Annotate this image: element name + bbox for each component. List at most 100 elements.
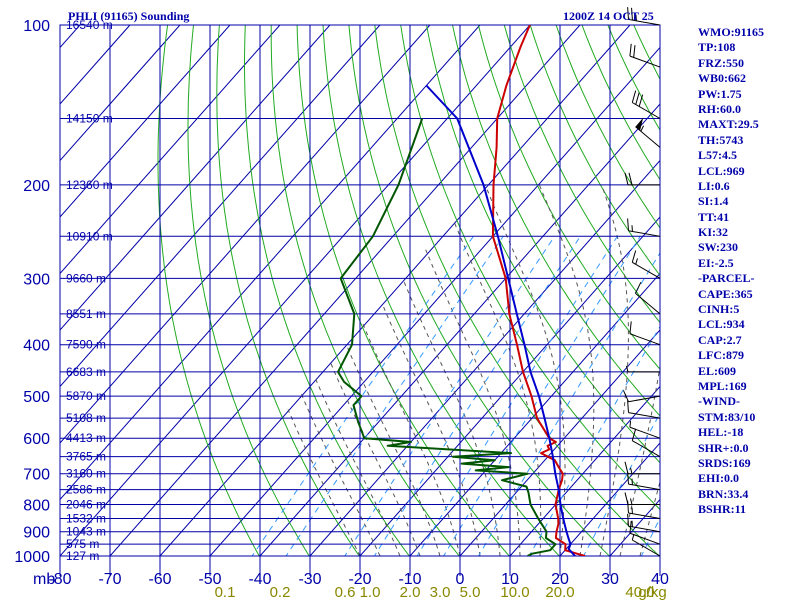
index-line: SRDS:169 — [698, 455, 751, 470]
dry-adiabat-line — [216, 25, 360, 556]
mixing-ratio-line — [285, 236, 504, 556]
index-line: CINH:5 — [698, 302, 740, 317]
temperature-tick-label: -70 — [98, 571, 121, 588]
barb-full — [627, 7, 629, 20]
barb-full — [631, 428, 637, 441]
moist-adiabat-line — [329, 361, 421, 556]
index-line: TT:41 — [698, 209, 730, 224]
mixing-ratio-label: 0.2 — [270, 584, 291, 600]
pressure-tick-label: 300 — [23, 271, 50, 288]
dry-adiabat-line — [529, 25, 660, 277]
barb-staff — [629, 426, 661, 439]
height-label: 1532 m — [66, 512, 106, 526]
barb-half — [626, 365, 629, 372]
moist-adiabat-line — [599, 184, 629, 556]
height-label: 575 m — [66, 537, 99, 551]
mixing-ratio-line — [443, 236, 641, 556]
moist-adiabat-line — [315, 379, 401, 556]
index-line: LI:0.6 — [698, 178, 730, 193]
barb-full — [631, 7, 633, 21]
pressure-grid — [59, 24, 661, 576]
pressure-tick-label: 800 — [23, 498, 50, 515]
mixing-ratio-line — [478, 252, 660, 556]
temperature-tick-label: -40 — [248, 571, 271, 588]
index-line: BRN:33.4 — [698, 486, 749, 501]
dry-adiabat-line — [451, 25, 660, 417]
indices-panel: WMO:91165 TP:108 FRZ:550 WB0:662 PW:1.75 RH:6… — [698, 25, 798, 518]
mixing-ratio-line — [528, 325, 660, 556]
pressure-tick-label: 200 — [23, 178, 50, 195]
index-line: RH:60.0 — [698, 101, 741, 116]
dry-adiabat-line — [157, 25, 260, 556]
wind-barb — [635, 281, 661, 315]
valid-time: 1200Z 14 OCT 25 — [563, 9, 654, 23]
index-line: EHI:0.0 — [698, 471, 740, 486]
wind-barb — [624, 492, 660, 506]
barb-staff — [628, 395, 661, 403]
index-line: CAP:2.7 — [698, 332, 742, 347]
barb-staff — [632, 440, 661, 458]
barb-full — [627, 400, 629, 413]
moist-adiabat-line — [538, 184, 595, 556]
mixing-ratio-label: 2.0 — [400, 584, 421, 600]
index-line: -PARCEL- — [698, 271, 755, 286]
barb-half — [630, 498, 633, 505]
barb-full — [629, 321, 632, 334]
pressure-tick-label: 700 — [23, 467, 50, 484]
barb-full — [622, 390, 629, 402]
pressure-unit-label: mb — [33, 571, 55, 588]
isotherm-line — [159, 25, 631, 556]
mixing-ratio-label: 20.0 — [545, 584, 574, 600]
barb-full — [635, 92, 640, 105]
barb-half — [629, 421, 632, 428]
pressure-tick-label: 600 — [23, 431, 50, 448]
index-line: LCL:969 — [698, 163, 745, 178]
wind-barbs — [622, 7, 661, 557]
mixing-ratio-label: 0.6 — [335, 584, 356, 600]
temperature-tick-label: 30 — [601, 571, 619, 588]
dry-adiabat-line — [322, 25, 560, 556]
wind-barb — [631, 90, 661, 119]
isotherm-line — [60, 25, 281, 275]
wind-barb — [627, 471, 661, 491]
barb-staff — [632, 261, 661, 279]
wind-barb — [631, 250, 661, 279]
temperature-tick-label: 40 — [651, 571, 669, 588]
barb-full — [624, 172, 629, 185]
moist-adiabat-line — [484, 184, 566, 556]
dry-adiabat-line — [400, 25, 660, 511]
index-line: SI:1.4 — [698, 194, 729, 209]
barb-full — [629, 43, 632, 57]
index-line: MPL:169 — [698, 378, 747, 393]
wind-barb — [629, 520, 661, 545]
barb-full — [631, 90, 637, 103]
temperature-tick-label: -20 — [348, 571, 371, 588]
height-label: 3160 m — [66, 467, 106, 481]
isotherm-line — [60, 25, 481, 501]
temperature-tick-label: -50 — [198, 571, 221, 588]
isotherm-line — [60, 25, 331, 331]
wind-barb — [627, 513, 661, 533]
isotherm-line — [509, 385, 660, 556]
height-label: 6683 m — [66, 365, 106, 379]
barb-full — [624, 461, 629, 474]
dry-adiabat-lines — [157, 25, 660, 556]
barb-pennant — [635, 117, 644, 131]
dry-adiabat-line — [477, 25, 660, 371]
index-line: CAPE:365 — [698, 286, 753, 301]
barb-staff — [629, 532, 661, 545]
barb-full — [629, 520, 632, 534]
isotherm-line — [359, 216, 660, 556]
barb-full — [633, 45, 636, 58]
height-label: 2586 m — [66, 483, 106, 497]
index-line: HEL:-18 — [698, 425, 744, 440]
barb-staff — [628, 412, 661, 419]
mixing-ratio-label: 40.0 — [625, 584, 654, 600]
wind-barb — [631, 533, 661, 557]
wind-barb — [624, 461, 660, 475]
wind-barb — [627, 218, 661, 237]
index-line: BSHR:11 — [698, 502, 747, 517]
barb-full — [638, 94, 644, 107]
height-label: 14150 m — [66, 112, 113, 126]
pressure-tick-label: 400 — [23, 338, 50, 355]
